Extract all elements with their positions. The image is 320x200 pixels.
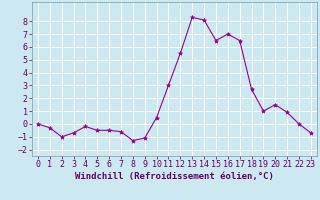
X-axis label: Windchill (Refroidissement éolien,°C): Windchill (Refroidissement éolien,°C) [75, 172, 274, 181]
